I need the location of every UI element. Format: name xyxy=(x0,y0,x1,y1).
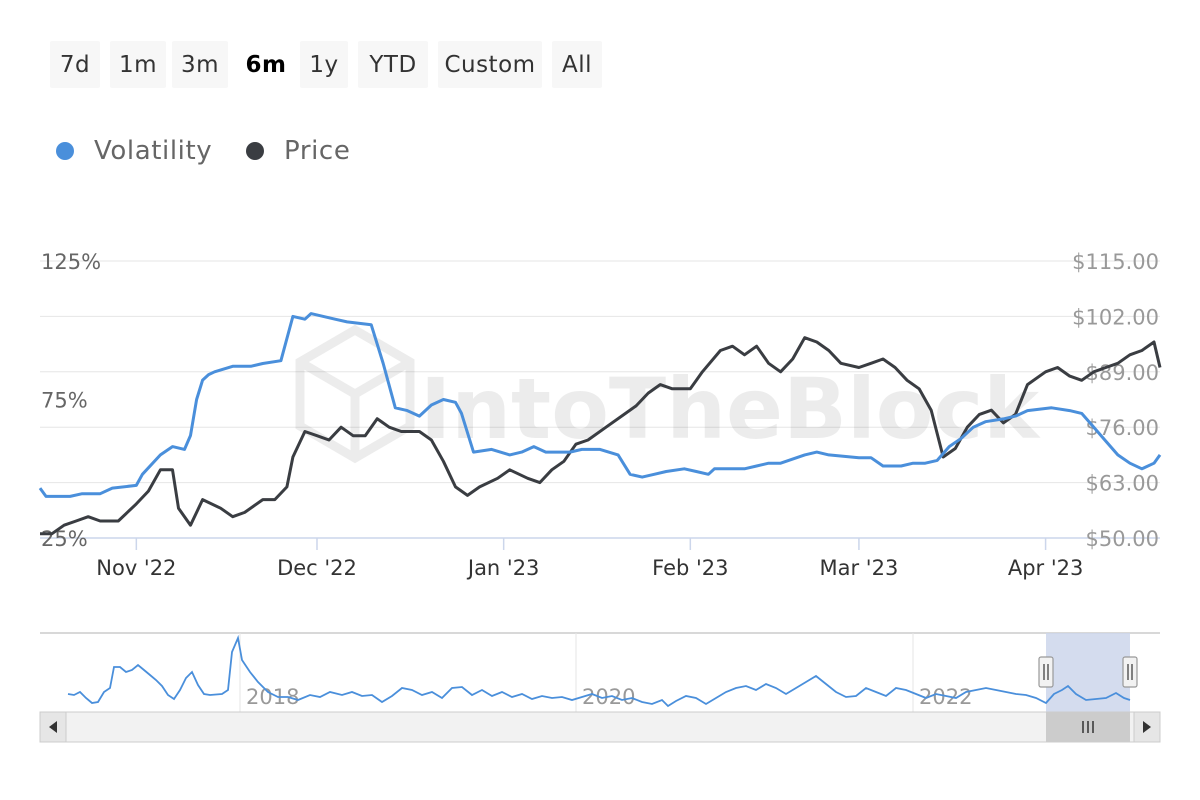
series-line-price xyxy=(40,336,1162,536)
navigator: 2018 2020 2022 xyxy=(40,632,1160,712)
y-left-tick-label: 125% xyxy=(41,250,101,274)
series-line-volatility xyxy=(38,312,1162,498)
navigator-handle-left[interactable] xyxy=(1038,656,1054,688)
scrollbar-thumb[interactable] xyxy=(1046,712,1130,742)
y-right-tick-label: $102.00 xyxy=(1072,305,1159,329)
x-tick-label: Dec '22 xyxy=(277,556,357,580)
scrollbar xyxy=(39,711,1161,743)
x-tick-label: Mar '23 xyxy=(820,556,899,580)
arrow-right-icon xyxy=(1143,721,1151,733)
range-button-7d[interactable]: 7d xyxy=(50,41,100,88)
y-axis-left: 125% 75% 25% xyxy=(41,250,101,551)
volatility-dot-icon xyxy=(56,142,74,160)
range-button-ytd[interactable]: YTD xyxy=(358,41,428,88)
x-tick-label: Nov '22 xyxy=(96,556,176,580)
y-right-tick-label: $63.00 xyxy=(1086,472,1159,496)
x-tick-label: Apr '23 xyxy=(1008,556,1084,580)
y-left-tick-label: 75% xyxy=(41,389,88,413)
watermark: IntoTheBlock xyxy=(295,324,1041,464)
arrow-left-icon xyxy=(49,721,57,733)
range-button-6m[interactable]: 6m xyxy=(236,41,296,88)
y-right-tick-label: $50.00 xyxy=(1086,527,1159,551)
legend-item-volatility[interactable]: Volatility xyxy=(56,134,212,168)
legend-label-volatility: Volatility xyxy=(94,136,213,166)
navigator-selected-window[interactable] xyxy=(1046,633,1130,712)
x-tick-label: Feb '23 xyxy=(652,556,728,580)
scrollbar-track[interactable] xyxy=(39,711,1161,743)
range-button-custom[interactable]: Custom xyxy=(438,41,542,88)
x-tick-label: Jan '23 xyxy=(466,556,540,580)
navigator-label-2018: 2018 xyxy=(246,685,299,709)
watermark-text: IntoTheBlock xyxy=(420,360,1041,458)
range-button-1y[interactable]: 1y xyxy=(300,41,348,88)
scroll-left-button[interactable] xyxy=(39,711,67,743)
scroll-right-button[interactable] xyxy=(1133,711,1161,743)
y-left-tick-label: 25% xyxy=(41,527,88,551)
y-right-tick-label: $76.00 xyxy=(1086,416,1159,440)
y-right-tick-label: $89.00 xyxy=(1086,361,1159,385)
price-dot-icon xyxy=(246,142,264,160)
navigator-handle-right[interactable] xyxy=(1122,656,1138,688)
y-right-tick-label: $115.00 xyxy=(1072,250,1159,274)
range-button-3m[interactable]: 3m xyxy=(172,41,228,88)
legend-item-price[interactable]: Price xyxy=(246,134,350,168)
y-axis-right: $115.00 $102.00 $89.00 $76.00 $63.00 $50.00 xyxy=(1072,250,1159,551)
legend-label-price: Price xyxy=(284,136,351,166)
range-button-1m[interactable]: 1m xyxy=(110,41,166,88)
watermark-logo-icon xyxy=(295,324,415,464)
x-axis: Nov '22 Dec '22 Jan '23 Feb '23 Mar '23 Apr '… xyxy=(96,538,1083,580)
navigator-series-line xyxy=(67,634,1131,708)
range-button-all[interactable]: All xyxy=(552,41,602,88)
